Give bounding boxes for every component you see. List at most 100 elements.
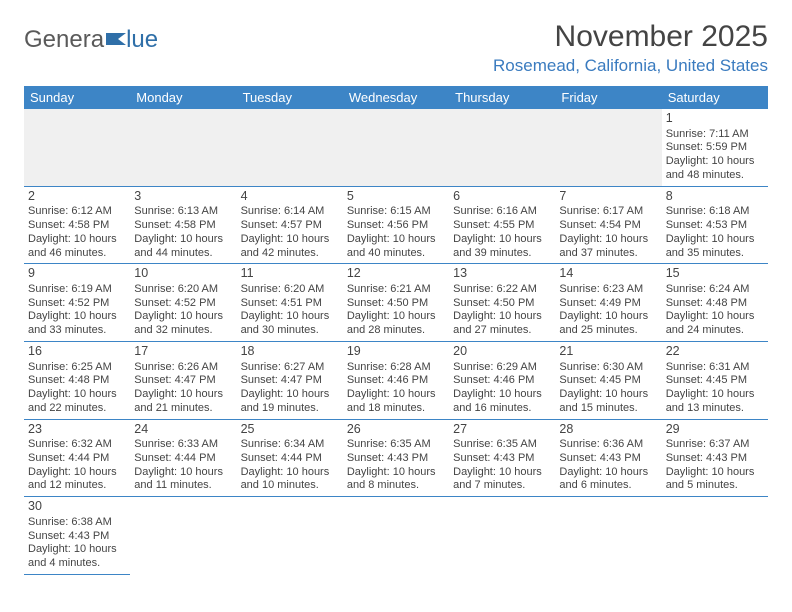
sunset-text: Sunset: 4:54 PM bbox=[559, 219, 657, 233]
sunrise-text: Sunrise: 6:28 AM bbox=[347, 361, 445, 375]
daylight2-text: and 24 minutes. bbox=[666, 324, 764, 338]
sunrise-text: Sunrise: 6:29 AM bbox=[453, 361, 551, 375]
calendar-cell: 27Sunrise: 6:35 AMSunset: 4:43 PMDayligh… bbox=[449, 419, 555, 497]
daylight1-text: Daylight: 10 hours bbox=[241, 233, 339, 247]
daylight2-text: and 21 minutes. bbox=[134, 402, 232, 416]
day-number: 7 bbox=[559, 189, 657, 205]
calendar-cell bbox=[237, 109, 343, 186]
day-number: 12 bbox=[347, 266, 445, 282]
calendar-cell bbox=[449, 497, 555, 575]
day-number: 13 bbox=[453, 266, 551, 282]
day-number: 9 bbox=[28, 266, 126, 282]
calendar-cell: 25Sunrise: 6:34 AMSunset: 4:44 PMDayligh… bbox=[237, 419, 343, 497]
sunset-text: Sunset: 4:43 PM bbox=[28, 530, 126, 544]
day-number: 11 bbox=[241, 266, 339, 282]
sunrise-text: Sunrise: 6:35 AM bbox=[347, 438, 445, 452]
sunset-text: Sunset: 4:52 PM bbox=[28, 297, 126, 311]
calendar-cell bbox=[555, 109, 661, 186]
calendar-cell: 8Sunrise: 6:18 AMSunset: 4:53 PMDaylight… bbox=[662, 186, 768, 264]
daylight2-text: and 11 minutes. bbox=[134, 479, 232, 493]
sunset-text: Sunset: 4:52 PM bbox=[134, 297, 232, 311]
daylight1-text: Daylight: 10 hours bbox=[28, 310, 126, 324]
sunrise-text: Sunrise: 6:16 AM bbox=[453, 205, 551, 219]
daylight1-text: Daylight: 10 hours bbox=[134, 388, 232, 402]
daylight2-text: and 35 minutes. bbox=[666, 247, 764, 261]
sunrise-text: Sunrise: 6:14 AM bbox=[241, 205, 339, 219]
daylight2-text: and 42 minutes. bbox=[241, 247, 339, 261]
sunset-text: Sunset: 4:50 PM bbox=[347, 297, 445, 311]
day-number: 27 bbox=[453, 422, 551, 438]
sunrise-text: Sunrise: 6:13 AM bbox=[134, 205, 232, 219]
day-number: 15 bbox=[666, 266, 764, 282]
sunset-text: Sunset: 4:50 PM bbox=[453, 297, 551, 311]
sunset-text: Sunset: 4:47 PM bbox=[241, 374, 339, 388]
calendar-cell: 23Sunrise: 6:32 AMSunset: 4:44 PMDayligh… bbox=[24, 419, 130, 497]
daylight1-text: Daylight: 10 hours bbox=[559, 310, 657, 324]
calendar-cell bbox=[343, 497, 449, 575]
daylight2-text: and 37 minutes. bbox=[559, 247, 657, 261]
daylight2-text: and 27 minutes. bbox=[453, 324, 551, 338]
day-number: 21 bbox=[559, 344, 657, 360]
daylight2-text: and 18 minutes. bbox=[347, 402, 445, 416]
daylight1-text: Daylight: 10 hours bbox=[347, 233, 445, 247]
logo: Genera lue bbox=[24, 20, 158, 54]
sunset-text: Sunset: 4:44 PM bbox=[134, 452, 232, 466]
daylight2-text: and 25 minutes. bbox=[559, 324, 657, 338]
calendar-cell bbox=[130, 497, 236, 575]
day-number: 26 bbox=[347, 422, 445, 438]
daylight1-text: Daylight: 10 hours bbox=[666, 310, 764, 324]
day-number: 28 bbox=[559, 422, 657, 438]
daylight1-text: Daylight: 10 hours bbox=[134, 466, 232, 480]
daylight2-text: and 10 minutes. bbox=[241, 479, 339, 493]
calendar-cell: 20Sunrise: 6:29 AMSunset: 4:46 PMDayligh… bbox=[449, 341, 555, 419]
daylight2-text: and 39 minutes. bbox=[453, 247, 551, 261]
calendar-cell: 4Sunrise: 6:14 AMSunset: 4:57 PMDaylight… bbox=[237, 186, 343, 264]
daylight1-text: Daylight: 10 hours bbox=[666, 155, 764, 169]
sunrise-text: Sunrise: 6:38 AM bbox=[28, 516, 126, 530]
daylight2-text: and 40 minutes. bbox=[347, 247, 445, 261]
weekday-header: Thursday bbox=[449, 86, 555, 109]
calendar-cell: 13Sunrise: 6:22 AMSunset: 4:50 PMDayligh… bbox=[449, 264, 555, 342]
daylight2-text: and 48 minutes. bbox=[666, 169, 764, 183]
daylight1-text: Daylight: 10 hours bbox=[241, 310, 339, 324]
calendar-cell: 11Sunrise: 6:20 AMSunset: 4:51 PMDayligh… bbox=[237, 264, 343, 342]
sunset-text: Sunset: 4:44 PM bbox=[241, 452, 339, 466]
daylight1-text: Daylight: 10 hours bbox=[28, 466, 126, 480]
sunrise-text: Sunrise: 6:37 AM bbox=[666, 438, 764, 452]
daylight1-text: Daylight: 10 hours bbox=[241, 466, 339, 480]
calendar-row: 2Sunrise: 6:12 AMSunset: 4:58 PMDaylight… bbox=[24, 186, 768, 264]
sunrise-text: Sunrise: 6:33 AM bbox=[134, 438, 232, 452]
day-number: 3 bbox=[134, 189, 232, 205]
daylight1-text: Daylight: 10 hours bbox=[666, 388, 764, 402]
calendar-cell: 24Sunrise: 6:33 AMSunset: 4:44 PMDayligh… bbox=[130, 419, 236, 497]
daylight1-text: Daylight: 10 hours bbox=[241, 388, 339, 402]
weekday-header: Friday bbox=[555, 86, 661, 109]
logo-text-2: lue bbox=[126, 26, 158, 54]
calendar-cell: 18Sunrise: 6:27 AMSunset: 4:47 PMDayligh… bbox=[237, 341, 343, 419]
day-number: 2 bbox=[28, 189, 126, 205]
calendar-cell bbox=[237, 497, 343, 575]
sunset-text: Sunset: 4:43 PM bbox=[347, 452, 445, 466]
day-number: 24 bbox=[134, 422, 232, 438]
sunrise-text: Sunrise: 6:36 AM bbox=[559, 438, 657, 452]
daylight2-text: and 6 minutes. bbox=[559, 479, 657, 493]
sunset-text: Sunset: 4:47 PM bbox=[134, 374, 232, 388]
sunset-text: Sunset: 4:51 PM bbox=[241, 297, 339, 311]
daylight2-text: and 15 minutes. bbox=[559, 402, 657, 416]
day-number: 19 bbox=[347, 344, 445, 360]
daylight2-text: and 22 minutes. bbox=[28, 402, 126, 416]
sunrise-text: Sunrise: 6:27 AM bbox=[241, 361, 339, 375]
calendar-row: 9Sunrise: 6:19 AMSunset: 4:52 PMDaylight… bbox=[24, 264, 768, 342]
calendar-cell: 30Sunrise: 6:38 AMSunset: 4:43 PMDayligh… bbox=[24, 497, 130, 575]
day-number: 20 bbox=[453, 344, 551, 360]
calendar-row: 16Sunrise: 6:25 AMSunset: 4:48 PMDayligh… bbox=[24, 341, 768, 419]
sunset-text: Sunset: 4:49 PM bbox=[559, 297, 657, 311]
sunrise-text: Sunrise: 6:23 AM bbox=[559, 283, 657, 297]
daylight1-text: Daylight: 10 hours bbox=[666, 466, 764, 480]
daylight1-text: Daylight: 10 hours bbox=[453, 233, 551, 247]
sunset-text: Sunset: 4:56 PM bbox=[347, 219, 445, 233]
calendar-row: 23Sunrise: 6:32 AMSunset: 4:44 PMDayligh… bbox=[24, 419, 768, 497]
daylight1-text: Daylight: 10 hours bbox=[134, 310, 232, 324]
calendar-cell: 22Sunrise: 6:31 AMSunset: 4:45 PMDayligh… bbox=[662, 341, 768, 419]
calendar-cell: 29Sunrise: 6:37 AMSunset: 4:43 PMDayligh… bbox=[662, 419, 768, 497]
